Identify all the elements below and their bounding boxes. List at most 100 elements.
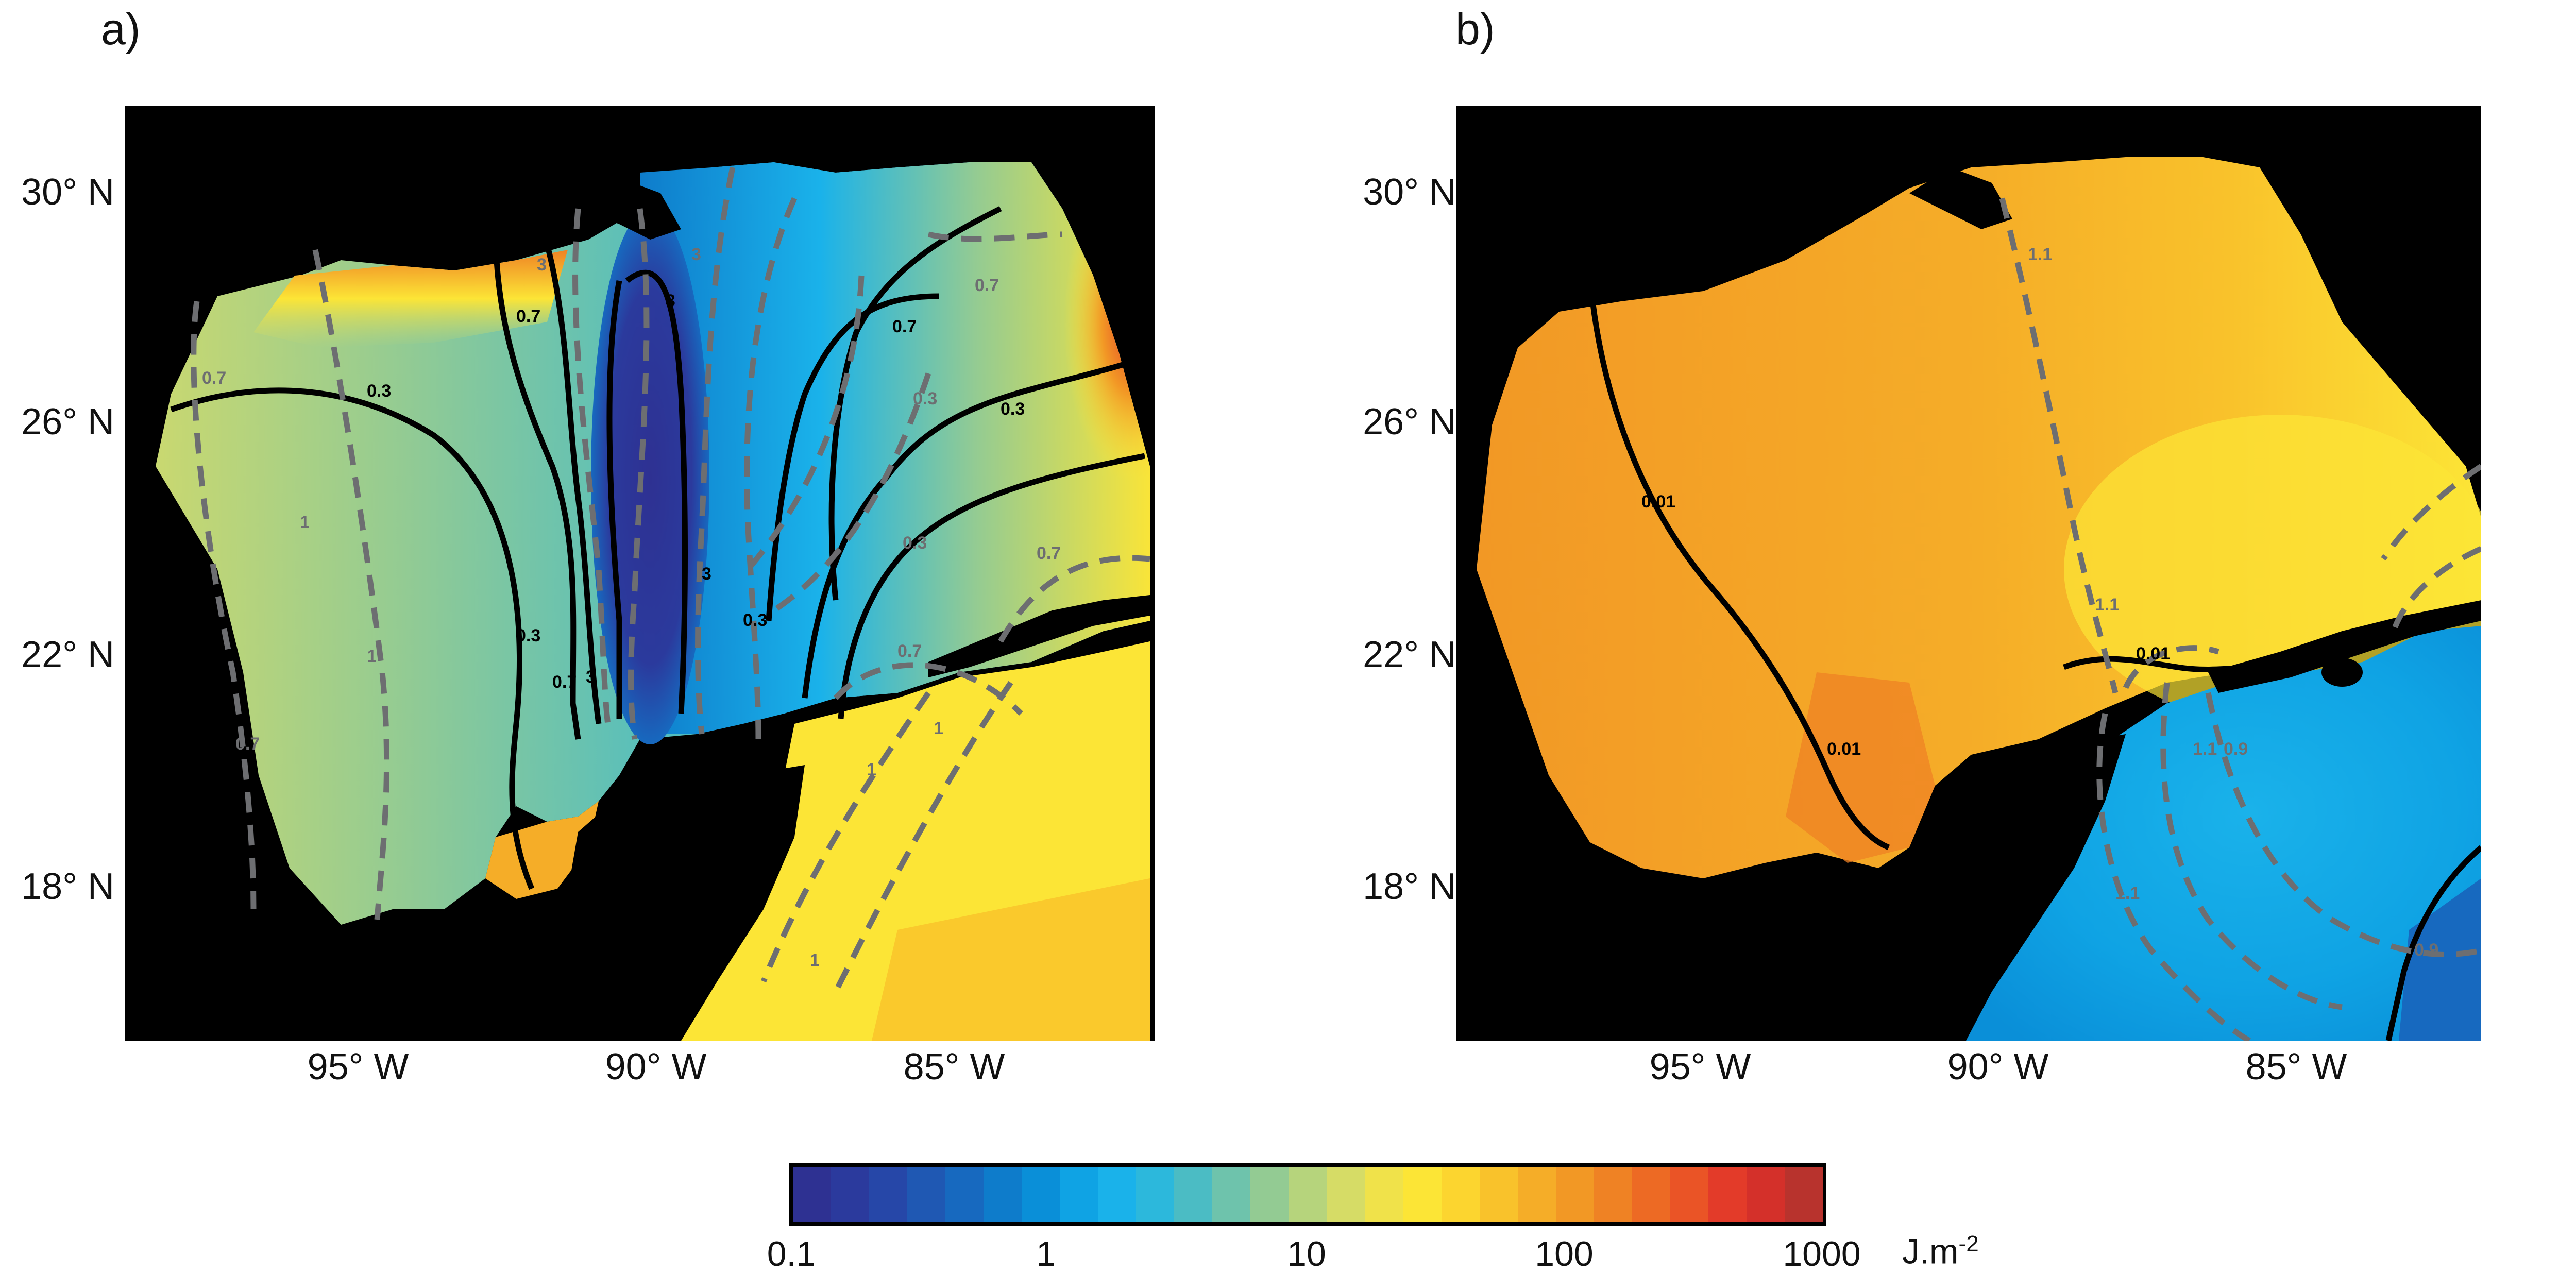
caribbean-water-b	[1966, 626, 2481, 1041]
map-panel-a: 0.3 0.7 3 3 0.7 0.3 0.7 0.3 0.3 3 1 0.7 …	[125, 106, 1155, 1041]
contour-label-a-3: 3	[666, 291, 675, 311]
colorbar-swatch-17	[1441, 1167, 1480, 1222]
contour-label-a-1: 0.3	[367, 381, 391, 401]
contour-label-b-4: 1.1	[2028, 245, 2052, 264]
lon-label-95w-b: 95° W	[1649, 1046, 1751, 1088]
colorbar-tick-0.1: 0.1	[767, 1234, 816, 1273]
colorbar-swatch-18	[1479, 1167, 1518, 1222]
lat-label-18n-a: 18° N	[21, 866, 114, 907]
mississippi-delta-a	[578, 178, 681, 240]
caribbean-warm-band-a	[872, 878, 1150, 1041]
contour-label-a-20: 0.3	[913, 389, 937, 409]
panel-label-b: b)	[1455, 5, 1495, 54]
lon-label-90w-a: 90° W	[605, 1046, 707, 1088]
map-a-svg: 0.3 0.7 3 3 0.7 0.3 0.7 0.3 0.3 3 1 0.7 …	[156, 162, 1155, 1041]
contour-label-a-19: 0.3	[903, 533, 927, 553]
colorbar-swatch-10	[1174, 1167, 1213, 1222]
colorbar-swatch-23	[1670, 1167, 1708, 1222]
lon-label-95w-a: 95° W	[307, 1046, 409, 1088]
lat-label-26n-a: 26° N	[21, 401, 114, 443]
lat-label-30n-a: 30° N	[21, 172, 114, 213]
contour-label-a-6: 0.3	[516, 626, 540, 646]
mississippi-delta-b	[1909, 167, 2012, 229]
contour-label-a-15: 3	[691, 245, 701, 264]
solid-contours-b	[1587, 275, 2481, 1041]
colorbar	[789, 1163, 1826, 1226]
contour-label-a-11: 1	[300, 513, 310, 532]
lat-label-30n-b: 30° N	[1363, 172, 1456, 213]
colorbar-swatch-3	[907, 1167, 946, 1222]
colorbar-swatch-22	[1632, 1167, 1670, 1222]
florida-land-a	[1093, 240, 1155, 466]
colorbar-swatch-20	[1555, 1167, 1594, 1222]
colorbar-swatch-6	[1022, 1167, 1060, 1222]
colorbar-swatch-1	[831, 1167, 870, 1222]
map-b-svg: 0.01 0.01 0.01 1.1 1.1 0.9 1.1 0.9 1.1	[1477, 157, 2481, 1041]
cuba-land-b	[2208, 600, 2481, 693]
colorbar-swatch-16	[1403, 1167, 1442, 1222]
colorbar-swatch-7	[1060, 1167, 1098, 1222]
contour-label-a-8: 0.3	[1001, 399, 1025, 419]
lon-label-90w-b: 90° W	[1947, 1046, 2049, 1088]
colorbar-swatch-5	[984, 1167, 1022, 1222]
contour-label-b-9: 1.1	[2193, 739, 2217, 759]
colorbar-swatch-26	[1784, 1167, 1823, 1222]
island-b	[2321, 658, 2363, 687]
contour-label-a-16: 3	[537, 255, 547, 275]
contour-label-b-6: 0.9	[2224, 739, 2248, 759]
contour-label-b-7: 1.1	[2115, 884, 2140, 903]
florida-hotspot-a	[949, 162, 1150, 621]
colorbar-swatch-14	[1327, 1167, 1365, 1222]
lat-label-26n-b: 26° N	[1363, 401, 1456, 443]
gulf-water-b	[1477, 157, 2481, 878]
lat-label-22n-a: 22° N	[21, 634, 114, 675]
colorbar-unit-base: J.m	[1902, 1232, 1959, 1271]
map-panel-b: 0.01 0.01 0.01 1.1 1.1 0.9 1.1 0.9 1.1	[1456, 106, 2481, 1041]
contour-label-b-3: 0.01	[1827, 739, 1861, 759]
contour-label-b-1: 0.01	[1641, 492, 1675, 512]
contour-label-a-17: 1	[867, 760, 876, 779]
colorbar-swatch-12	[1250, 1167, 1289, 1222]
contour-label-a-14: 0.7	[235, 734, 260, 754]
colorbar-unit: J.m-2	[1902, 1231, 1979, 1272]
colorbar-swatch-11	[1212, 1167, 1251, 1222]
contour-label-a-21: 0.7	[975, 276, 999, 295]
colorbar-swatch-13	[1289, 1167, 1327, 1222]
contour-label-a-22: 0.7	[1037, 543, 1061, 563]
colorbar-tick-1000: 1000	[1783, 1234, 1861, 1273]
contour-label-b-8: 0.9	[2414, 940, 2438, 960]
colorbar-unit-exponent: -2	[1958, 1231, 1979, 1256]
contour-label-a-23: 1	[810, 950, 820, 970]
campeche-pocket-b	[1786, 672, 1935, 863]
yucatan-land-a	[557, 765, 805, 1041]
contour-labels-b: 0.01 0.01 0.01 1.1 1.1 0.9 1.1 0.9 1.1	[1641, 245, 2438, 960]
contour-labels-a: 0.3 0.7 3 3 0.7 0.3 0.7 0.3 0.3 3 1 0.7 …	[202, 245, 1061, 970]
campeche-warm-pocket-a	[485, 801, 599, 899]
caribbean-dark-corner-b	[2399, 878, 2481, 1041]
panel-label-a: a)	[101, 5, 141, 54]
contour-label-b-2: 0.01	[2136, 644, 2170, 664]
contour-label-a-7: 0.7	[892, 317, 917, 336]
contour-label-a-24: 1	[934, 719, 943, 738]
dashed-contours-b	[1999, 197, 2481, 1041]
colorbar-swatch-24	[1708, 1167, 1747, 1222]
yucatan-land-b	[1858, 734, 2126, 1041]
contour-label-a-4: 3	[586, 667, 596, 687]
colorbar-swatch-0	[793, 1167, 832, 1222]
lon-label-85w-a: 85° W	[903, 1046, 1005, 1088]
contour-label-a-5: 0.7	[552, 672, 577, 692]
contour-label-a-18: 0.7	[897, 641, 922, 661]
colorbar-swatch-9	[1136, 1167, 1175, 1222]
colorbar-swatch-8	[1098, 1167, 1137, 1222]
contour-label-a-13: 1	[367, 647, 377, 666]
colorbar-tick-10: 10	[1287, 1234, 1326, 1273]
lat-label-22n-b: 22° N	[1363, 634, 1456, 675]
colorbar-swatch-2	[869, 1167, 908, 1222]
colorbar-swatch-4	[945, 1167, 984, 1222]
colorbar-tick-1: 1	[1036, 1234, 1056, 1273]
lon-label-85w-b: 85° W	[2245, 1046, 2347, 1088]
colorbar-swatch-15	[1365, 1167, 1403, 1222]
colorbar-swatch-19	[1517, 1167, 1556, 1222]
colorbar-tick-100: 100	[1535, 1234, 1594, 1273]
cuba-land-a	[928, 595, 1150, 677]
